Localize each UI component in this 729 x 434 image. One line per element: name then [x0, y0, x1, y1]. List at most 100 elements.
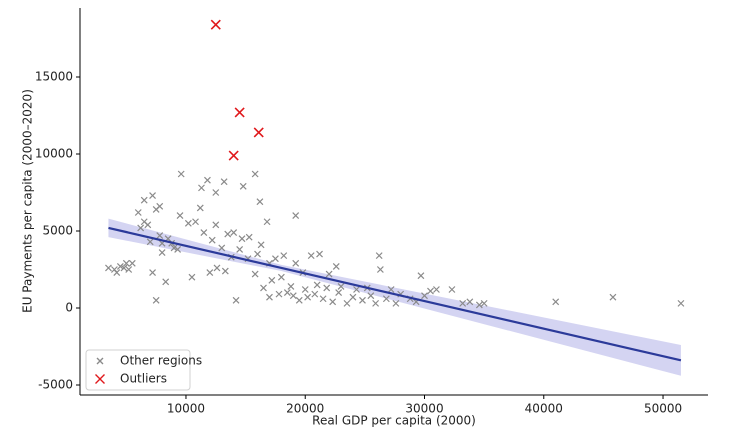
point [174, 246, 182, 253]
point [144, 221, 152, 229]
point [184, 219, 192, 227]
point [232, 296, 240, 304]
point [128, 259, 136, 267]
point [134, 209, 142, 216]
point [137, 224, 145, 232]
point [140, 196, 148, 204]
point [466, 298, 474, 306]
point [316, 250, 323, 258]
point [212, 189, 220, 196]
point [204, 176, 211, 184]
legend-marker [96, 357, 104, 365]
y-tick-label: -5000 [38, 377, 73, 391]
point [257, 241, 265, 249]
point [480, 299, 488, 307]
point [359, 296, 366, 304]
point [433, 286, 440, 293]
point [238, 235, 246, 243]
point [337, 283, 345, 290]
point [220, 178, 228, 186]
point [230, 229, 238, 236]
x-tick-label: 50000 [644, 402, 682, 416]
x-axis-label: Real GDP per capita (2000) [312, 414, 476, 428]
legend-box [85, 349, 191, 391]
y-tick-label: 10000 [35, 146, 73, 160]
point [218, 244, 226, 252]
legend-marker [95, 374, 105, 384]
point [376, 266, 384, 273]
point [283, 289, 291, 297]
fit-line [108, 226, 682, 362]
point [421, 292, 428, 300]
point [301, 286, 309, 293]
point [260, 284, 267, 292]
point [239, 182, 247, 190]
point [105, 264, 112, 272]
point [176, 212, 184, 220]
point [200, 229, 208, 236]
point [196, 204, 204, 212]
point [552, 298, 560, 306]
point [212, 221, 220, 229]
point [335, 289, 343, 297]
point [162, 278, 170, 286]
point [313, 281, 321, 289]
point [448, 286, 456, 293]
point [192, 218, 199, 226]
point [120, 264, 128, 272]
point [323, 284, 331, 292]
point [234, 107, 245, 118]
point [149, 269, 156, 276]
point [213, 264, 221, 272]
point [256, 198, 264, 206]
point [280, 252, 288, 260]
point [263, 218, 271, 226]
point [188, 273, 196, 281]
point [113, 269, 121, 276]
point [311, 290, 319, 298]
point [307, 252, 315, 260]
point [156, 232, 164, 240]
point [236, 246, 244, 253]
point [253, 127, 264, 138]
point [254, 250, 261, 258]
point [325, 270, 333, 278]
point [266, 293, 273, 301]
point [609, 293, 617, 301]
point [228, 150, 239, 161]
point [224, 230, 232, 238]
legend-label: Other regions [120, 354, 202, 368]
y-tick-label: 15000 [35, 69, 73, 83]
y-tick-label: 5000 [42, 223, 73, 237]
point [210, 19, 221, 30]
point [206, 269, 214, 276]
point [177, 170, 185, 178]
point [459, 299, 467, 307]
point [289, 292, 297, 300]
legend-label: Outliers [120, 372, 167, 386]
point [292, 212, 300, 220]
point [125, 266, 133, 273]
point [332, 262, 340, 270]
point [251, 270, 259, 278]
point [382, 295, 390, 303]
x-tick-label: 30000 [405, 402, 443, 416]
point [372, 299, 380, 307]
point [427, 287, 434, 295]
point [387, 286, 395, 293]
point [304, 293, 312, 301]
point [287, 283, 295, 290]
point [349, 293, 357, 301]
point [156, 202, 164, 210]
x-tick-label: 10000 [167, 402, 205, 416]
point [251, 170, 259, 178]
x-tick-label: 40000 [525, 402, 563, 416]
point [221, 267, 229, 275]
point [295, 296, 303, 304]
point [319, 295, 327, 303]
point [149, 192, 156, 199]
point [170, 244, 178, 252]
point [475, 301, 483, 309]
point [208, 236, 216, 244]
